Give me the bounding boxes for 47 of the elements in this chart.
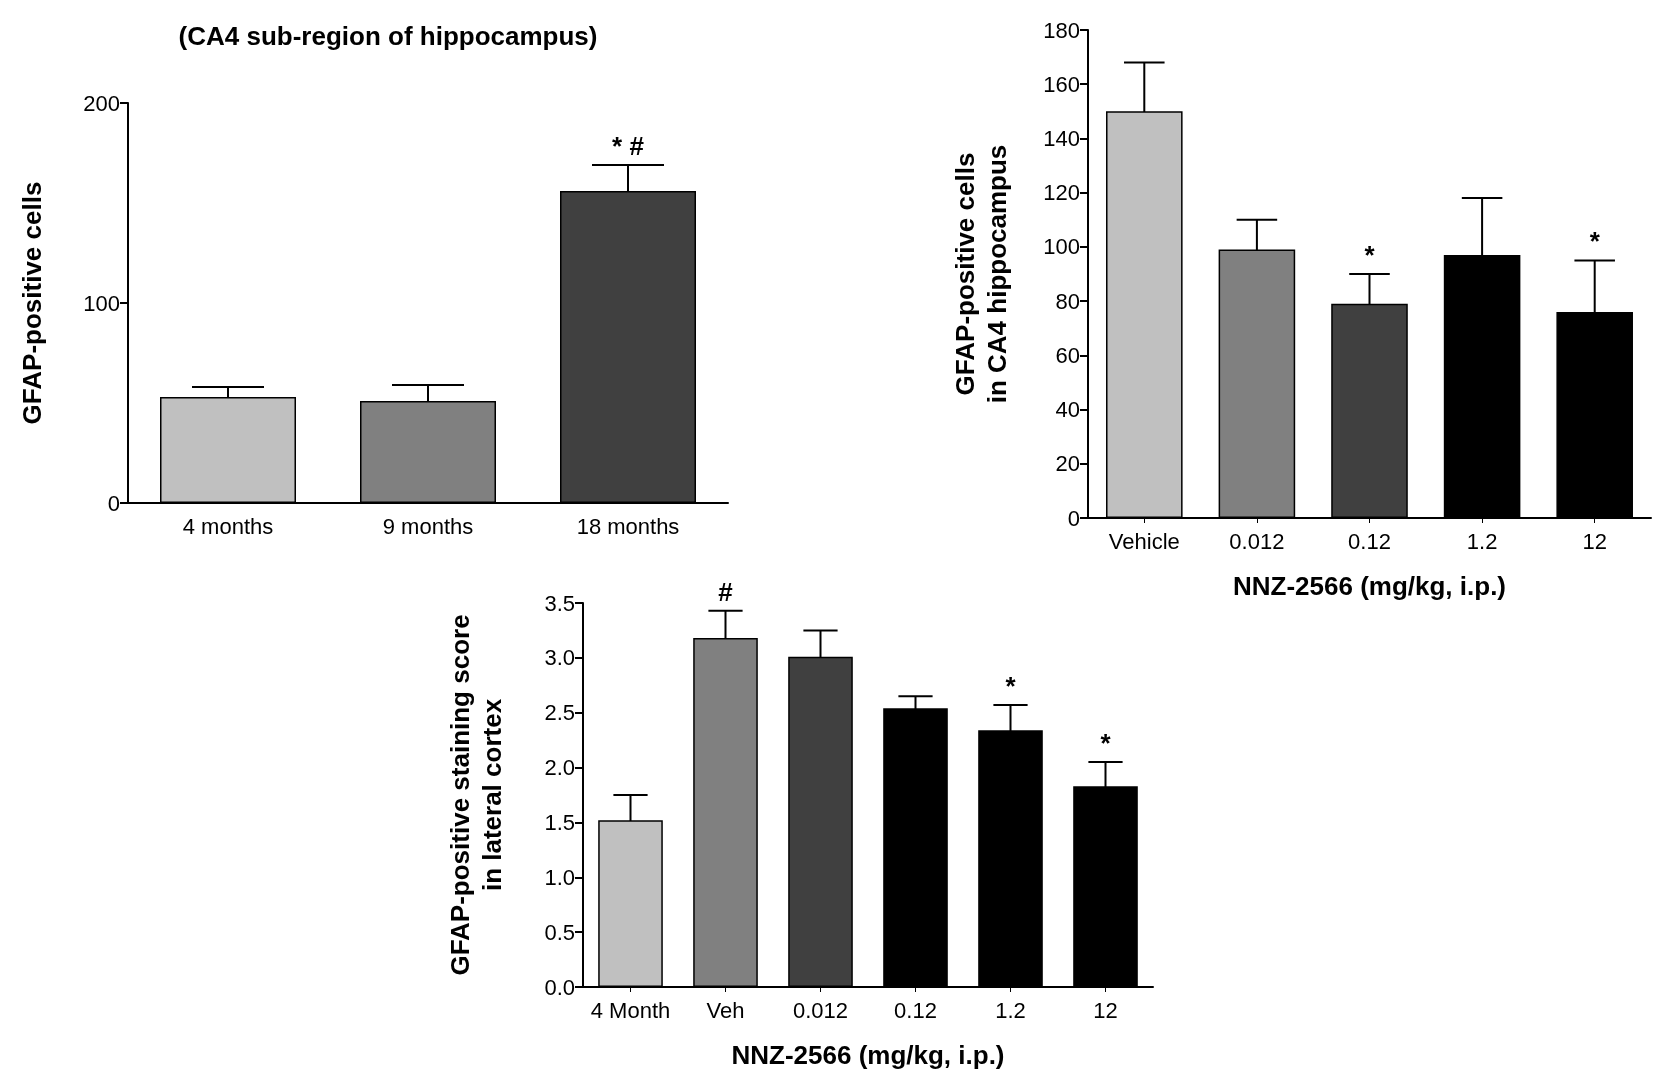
x-tick-label: 0.12 bbox=[894, 997, 937, 1023]
x-axis-title: NNZ-2566 (mg/kg, i.p.) bbox=[1232, 571, 1507, 601]
y-tick-label: 100 bbox=[1043, 234, 1080, 260]
x-axis-title: NNZ-2566 (mg/kg, i.p.) bbox=[731, 1040, 1005, 1070]
y-tick-label: 200 bbox=[83, 90, 120, 116]
chart-title: (CA4 sub-region of hippocampus) bbox=[178, 21, 598, 51]
y-tick-label: 3.5 bbox=[544, 590, 575, 616]
x-tick-label: 18 months bbox=[576, 513, 680, 539]
y-axis-title: GFAP-positive cells in CA4 hippocampus bbox=[950, 144, 1012, 404]
y-tick-label: 1.0 bbox=[544, 864, 575, 890]
y-tick-label: 100 bbox=[83, 290, 120, 316]
y-tick-label: 20 bbox=[1055, 451, 1080, 477]
y-axis-title: GFAP-positive staining score in lateral cortex bbox=[445, 614, 507, 976]
x-tick-label: 1.2 bbox=[995, 997, 1026, 1023]
y-tick-label: 160 bbox=[1043, 71, 1080, 97]
y-tick-label: 0 bbox=[1067, 505, 1080, 531]
y-tick-label: 3.0 bbox=[544, 645, 575, 671]
annotation: * bbox=[1364, 240, 1376, 270]
y-tick-label: 140 bbox=[1043, 125, 1080, 151]
annotation: * # bbox=[612, 131, 645, 161]
y-tick-label: 80 bbox=[1055, 288, 1080, 314]
x-tick-label: 0.012 bbox=[792, 997, 849, 1023]
x-tick-label: 1.2 bbox=[1466, 528, 1498, 554]
x-tick-label: 4 months bbox=[182, 513, 274, 539]
y-tick-label: 120 bbox=[1043, 180, 1080, 206]
y-tick-label: 2.5 bbox=[544, 700, 575, 726]
x-tick-label: 9 months bbox=[382, 513, 474, 539]
y-tick-label: 0.0 bbox=[544, 974, 575, 1000]
y-tick-label: 2.0 bbox=[544, 755, 575, 781]
x-tick-label: 12 bbox=[1093, 997, 1118, 1023]
x-tick-label: 12 bbox=[1582, 528, 1607, 554]
x-tick-label: Vehicle bbox=[1108, 528, 1180, 554]
x-tick-label: 4 Month bbox=[590, 997, 671, 1023]
annotation: * bbox=[1589, 226, 1601, 257]
annotation: * bbox=[1005, 671, 1017, 702]
y-axis-title: GFAP-positive cells bbox=[17, 181, 47, 425]
y-tick-label: 40 bbox=[1055, 397, 1080, 423]
y-tick-label: 1.5 bbox=[544, 809, 575, 835]
annotation: * bbox=[1100, 728, 1112, 759]
annotation: # bbox=[718, 576, 734, 607]
x-tick-label: 0.012 bbox=[1229, 528, 1285, 554]
y-tick-label: 60 bbox=[1055, 342, 1080, 368]
y-tick-label: 0.5 bbox=[544, 919, 575, 945]
x-tick-label: 0.12 bbox=[1348, 528, 1391, 554]
y-tick-label: 180 bbox=[1043, 17, 1080, 43]
x-tick-label: Veh bbox=[706, 997, 745, 1023]
y-tick-label: 0 bbox=[107, 490, 120, 516]
